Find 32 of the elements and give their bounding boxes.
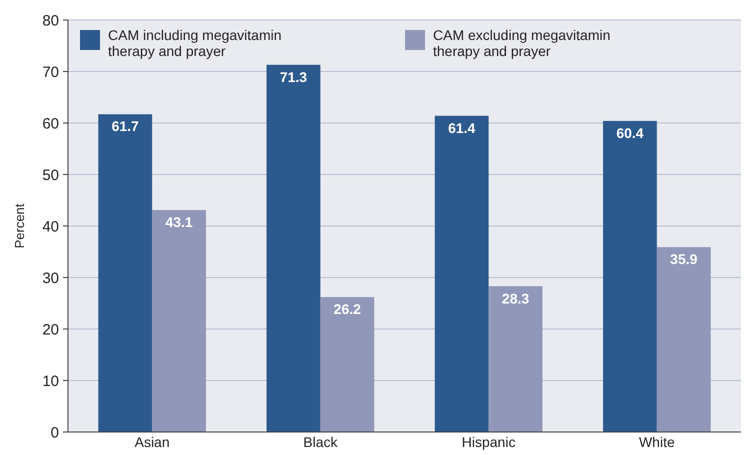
data-label: 60.4 bbox=[616, 124, 644, 141]
bar bbox=[434, 116, 489, 432]
bar bbox=[603, 120, 657, 432]
data-label: 35.9 bbox=[670, 251, 698, 268]
y-tick-label: 70 bbox=[42, 64, 59, 81]
y-tick-label: 30 bbox=[42, 270, 59, 287]
x-tick-label: White bbox=[638, 434, 675, 450]
x-tick-label: Hispanic bbox=[462, 434, 516, 450]
y-tick-label: 80 bbox=[42, 12, 59, 30]
x-tick-label: Black bbox=[303, 434, 338, 450]
data-label: 26.2 bbox=[334, 301, 362, 318]
y-tick-label: 0 bbox=[50, 424, 59, 442]
y-tick-label: 40 bbox=[42, 218, 59, 236]
bar bbox=[266, 64, 320, 432]
data-label: 43.1 bbox=[165, 214, 193, 230]
bar bbox=[98, 114, 152, 432]
bar bbox=[488, 286, 542, 432]
y-axis-title: Percent bbox=[12, 203, 27, 248]
y-tick-label: 50 bbox=[42, 166, 59, 184]
legend-label: CAM including megavitamin therapy and prayer bbox=[108, 27, 282, 59]
data-label: 71.3 bbox=[280, 68, 308, 85]
bar bbox=[320, 297, 374, 432]
y-tick-label: 10 bbox=[42, 372, 59, 390]
y-tick-label: 60 bbox=[42, 115, 59, 132]
data-label: 28.3 bbox=[502, 290, 530, 306]
data-label: 61.4 bbox=[448, 120, 476, 136]
bar bbox=[656, 247, 711, 432]
x-tick-label: Asian bbox=[134, 434, 170, 450]
bar bbox=[152, 210, 206, 432]
legend-label: CAM excluding megavitamin therapy and prayer bbox=[433, 27, 610, 59]
y-tick-label: 20 bbox=[42, 321, 59, 338]
data-label: 61.7 bbox=[112, 118, 140, 134]
